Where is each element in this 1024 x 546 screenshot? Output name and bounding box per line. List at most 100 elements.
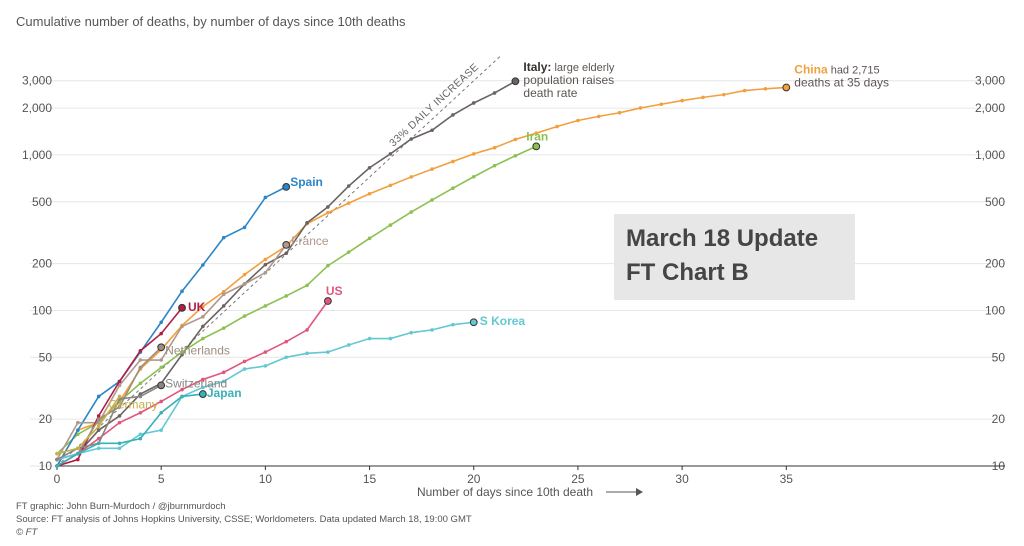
data-point [367, 236, 372, 241]
data-point [221, 379, 226, 384]
y-tick-label-right: 3,000 [975, 74, 1005, 88]
data-point [284, 339, 289, 344]
series-end-marker [157, 343, 166, 352]
data-point [388, 183, 393, 188]
series-label: Switzerland [165, 376, 227, 390]
series-label-name: UK [188, 300, 206, 314]
footer-copyright: © FT [16, 527, 38, 538]
data-point [680, 98, 684, 103]
data-point [96, 394, 101, 399]
data-point [180, 350, 184, 354]
label-germany: Germany [109, 397, 158, 411]
data-point [159, 399, 163, 404]
data-point [326, 350, 330, 354]
data-point [305, 283, 309, 288]
data-point [451, 159, 455, 164]
data-point [451, 186, 455, 191]
data-point [596, 114, 601, 119]
series-label-name: Italy: [523, 60, 551, 74]
label-iran: Iran [526, 129, 548, 143]
data-point [701, 95, 705, 100]
data-point [76, 451, 80, 456]
y-tick-label-left: 200 [32, 257, 52, 271]
x-axis-arrow-head [636, 488, 643, 496]
series-line-spain [56, 186, 287, 467]
y-tick-label-left: 2,000 [22, 101, 52, 115]
series-line-switzerland [56, 384, 162, 461]
series-germany [55, 394, 122, 456]
data-point [117, 383, 122, 388]
data-point [242, 367, 247, 371]
y-tick-label-right: 20 [992, 412, 1006, 426]
label-japan: Japan [207, 386, 242, 400]
data-point [388, 223, 393, 227]
data-point [576, 118, 580, 123]
data-point [263, 270, 268, 275]
data-point [159, 320, 163, 325]
x-tick-label: 30 [675, 472, 689, 486]
data-point [180, 387, 184, 392]
series-label: UK [188, 300, 206, 314]
x-tick-label: 5 [158, 472, 165, 486]
y-tick-label-right: 50 [992, 350, 1006, 364]
series-line-japan [56, 393, 203, 467]
data-point [388, 152, 393, 156]
data-point [180, 324, 184, 329]
series-end-marker [178, 303, 186, 312]
data-point [55, 457, 59, 462]
y-tick-label-right: 100 [985, 303, 1005, 317]
data-point [263, 304, 268, 308]
x-tick-label: 20 [467, 472, 481, 486]
data-point [242, 282, 247, 286]
y-tick-label-left: 1,000 [22, 148, 52, 162]
data-point [159, 331, 163, 336]
data-point [159, 365, 163, 370]
data-point [742, 88, 747, 93]
data-point [346, 250, 351, 254]
series-label-name: Germany [109, 397, 158, 411]
data-point [263, 195, 268, 200]
data-point [55, 451, 59, 456]
series-label-note: population raises [523, 73, 614, 87]
update-badge: March 18 Update FT Chart B [614, 214, 855, 300]
data-point [284, 294, 289, 298]
series-label-name: Netherlands [165, 343, 230, 357]
data-point [346, 343, 351, 347]
series-label: Spain [290, 175, 323, 189]
data-point [96, 417, 101, 421]
data-point [180, 394, 184, 399]
y-tick-label-right: 1,000 [975, 148, 1005, 162]
data-point [367, 165, 372, 170]
series-label-name: France [291, 234, 329, 248]
data-point [201, 385, 205, 390]
data-point [138, 358, 143, 362]
data-point [430, 128, 434, 133]
data-point [117, 446, 122, 451]
series-end-marker [198, 390, 207, 398]
series-label: France [291, 234, 329, 248]
series-label-note: large elderly [551, 62, 614, 74]
data-point [638, 106, 643, 110]
data-point [221, 289, 226, 294]
series-end-marker [782, 83, 791, 92]
series-label: Netherlands [165, 343, 230, 357]
data-point [221, 292, 226, 297]
data-point [409, 175, 414, 179]
data-point [430, 328, 434, 332]
data-point [117, 414, 122, 418]
y-tick-label-left: 50 [39, 350, 53, 364]
data-point [451, 113, 455, 117]
x-axis-title: Number of days since 10th death [417, 485, 593, 499]
data-point [326, 210, 330, 215]
data-point [471, 174, 476, 179]
x-tick-label: 35 [780, 472, 794, 486]
data-point [96, 441, 101, 446]
data-point [76, 446, 80, 451]
data-point [76, 432, 80, 437]
data-point [388, 336, 393, 341]
data-point [159, 358, 163, 362]
data-point [305, 351, 309, 356]
label-netherlands: Netherlands [165, 343, 230, 357]
